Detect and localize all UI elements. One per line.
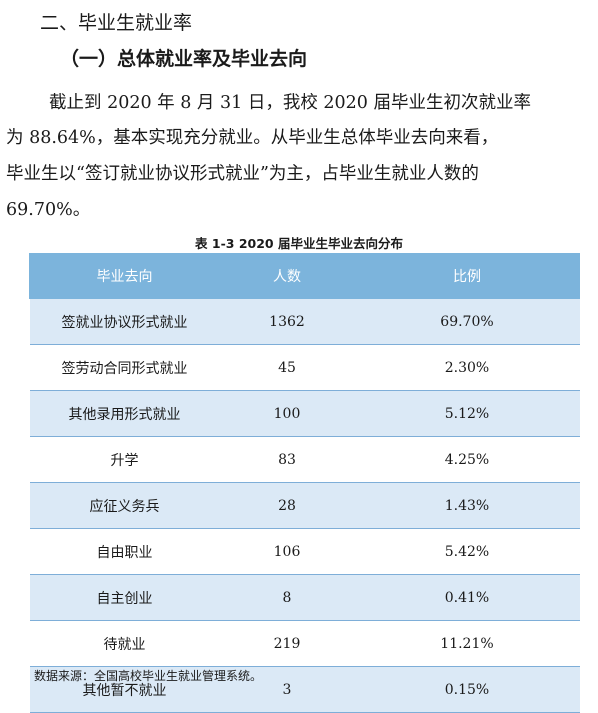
cell-count: 83 [219,436,355,483]
table-row: 其他录用形式就业 100 5.12% [29,390,580,437]
destination-table: 毕业去向 人数 比例 签就业协议形式就业 1362 69.70% 签劳动合同形式… [29,253,580,713]
cell-destination: 自主创业 [29,574,220,621]
cell-ratio: 5.12% [354,390,580,437]
cell-destination: 签就业协议形式就业 [29,298,220,345]
cell-ratio: 69.70% [354,298,580,345]
paragraph-line: 毕业生以“签订就业协议形式就业”为主，占毕业生就业人数的 [6,164,479,184]
cell-count: 8 [219,574,355,621]
table-header-row: 毕业去向 人数 比例 [29,253,580,299]
cell-ratio: 0.41% [354,574,580,621]
paragraph-line: 截止到 2020 年 8 月 31 日，我校 2020 届毕业生初次就业率 [49,93,531,113]
cell-count: 100 [219,390,355,437]
table-row: 自由职业 106 5.42% [29,528,580,575]
cell-destination: 其他录用形式就业 [29,390,220,437]
header-ratio: 比例 [354,253,580,299]
table-row: 待就业 219 11.21% [29,620,580,667]
cell-count: 28 [219,482,355,529]
cell-count: 106 [219,528,355,575]
cell-ratio: 0.15% [354,666,580,713]
cell-destination: 升学 [29,436,220,483]
cell-ratio: 5.42% [354,528,580,575]
cell-count: 45 [219,344,355,391]
cell-destination: 应征义务兵 [29,482,220,529]
cell-ratio: 11.21% [354,620,580,667]
table-row: 签就业协议形式就业 1362 69.70% [29,298,580,345]
cell-destination: 待就业 [29,620,220,667]
cell-destination: 签劳动合同形式就业 [29,344,220,391]
paragraph-line: 为 88.64%，基本实现充分就业。从毕业生总体毕业去向来看， [6,128,499,148]
table-row: 自主创业 8 0.41% [29,574,580,621]
table-caption: 表 1-3 2020 届毕业生毕业去向分布 [195,236,403,251]
paragraph-line: 69.70%。 [6,200,91,220]
cell-ratio: 1.43% [354,482,580,529]
table-row: 应征义务兵 28 1.43% [29,482,580,529]
subsection-title: （一）总体就业率及毕业去向 [60,48,308,70]
cell-ratio: 4.25% [354,436,580,483]
cell-count: 219 [219,620,355,667]
header-count: 人数 [219,253,355,299]
section-title: 二、毕业生就业率 [40,12,193,34]
table-row: 签劳动合同形式就业 45 2.30% [29,344,580,391]
header-destination: 毕业去向 [29,253,220,299]
cell-count: 1362 [219,298,355,345]
data-source-note: 数据来源：全国高校毕业生就业管理系统。 [34,669,263,683]
table-row: 升学 83 4.25% [29,436,580,483]
cell-ratio: 2.30% [354,344,580,391]
cell-destination: 自由职业 [29,528,220,575]
